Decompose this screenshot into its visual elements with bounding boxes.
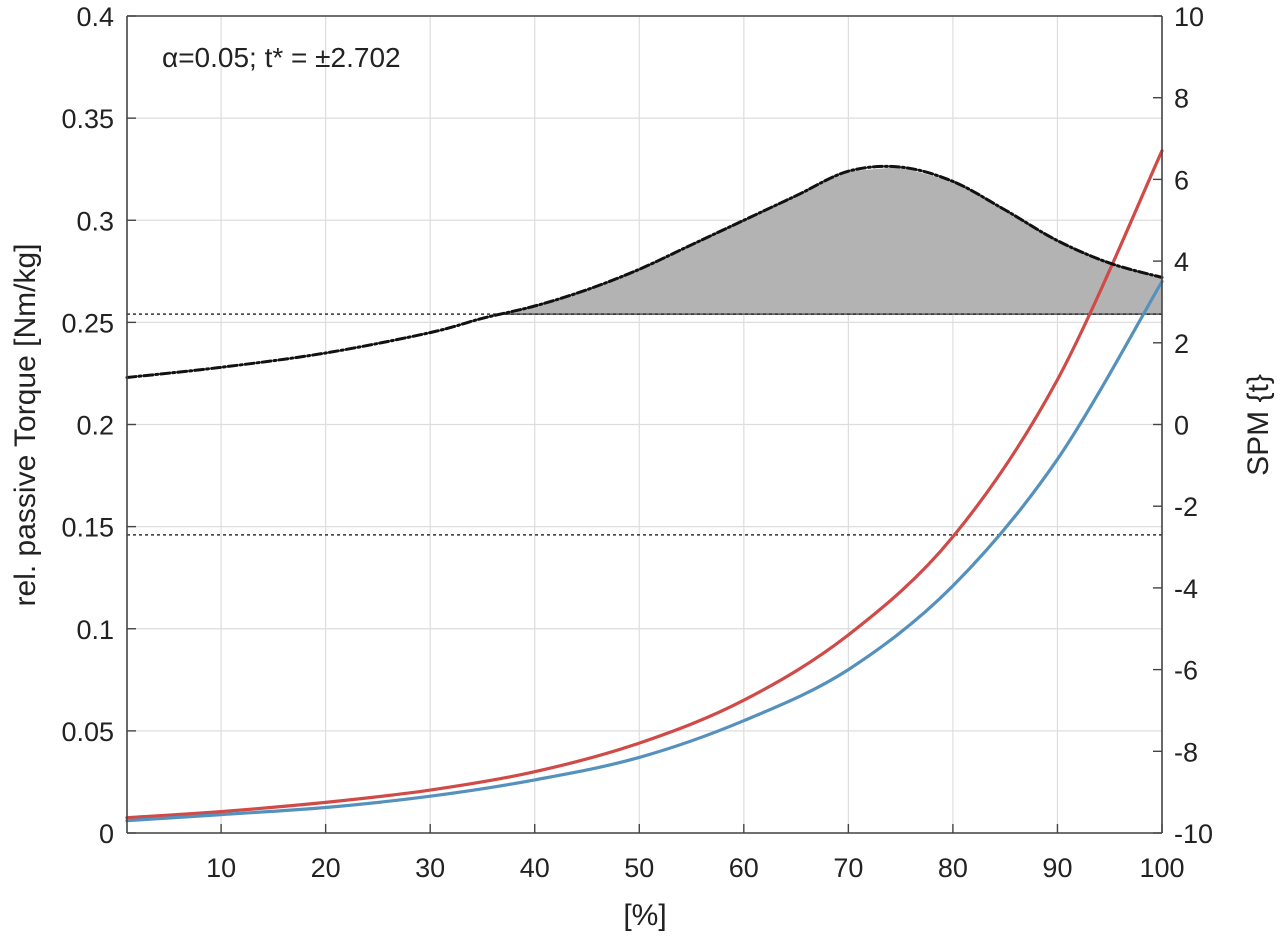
axes [126, 15, 1163, 834]
y-left-tick-label-6: 0.3 [76, 206, 114, 236]
spm-t-curve [125, 164, 1164, 379]
x-tick-label-1: 20 [311, 853, 341, 883]
y-right-tick-label-7: 4 [1174, 247, 1189, 277]
y-left-tick-label-5: 0.25 [61, 308, 114, 338]
x-tick-label-6: 70 [833, 853, 863, 883]
y-left-tick-label-1: 0.05 [61, 717, 114, 747]
y-left-tick-label-7: 0.35 [61, 104, 114, 134]
x-tick-label-7: 80 [938, 853, 968, 883]
y-axis-left-label: rel. passive Torque [Nm/kg] [9, 244, 42, 607]
y-left-tick-label-8: 0.4 [76, 2, 114, 32]
threshold-layer [127, 313, 1162, 536]
y-right-tick-label-2: -6 [1174, 656, 1198, 686]
y-right-tick-label-4: -2 [1174, 492, 1198, 522]
y-right-tick-label-3: -4 [1174, 574, 1198, 604]
x-tick-label-9: 100 [1139, 853, 1184, 883]
series-blue-line [125, 279, 1164, 823]
series-red-line [125, 149, 1164, 820]
y-right-tick-label-10: 10 [1174, 2, 1204, 32]
y-axis-right-label: SPM {t} [1242, 374, 1275, 476]
tick-labels: 10 20 30 40 50 60 70 80 90 10000.050.10.150.20.25… [61, 2, 1213, 883]
x-axis-label: [%] [623, 899, 666, 932]
y-right-tick-label-0: -10 [1174, 819, 1213, 849]
y-left-tick-label-4: 0.2 [76, 411, 114, 441]
x-tick-label-0: 10 [206, 853, 236, 883]
x-tick-label-3: 40 [520, 853, 550, 883]
y-left-tick-label-0: 0 [99, 819, 114, 849]
x-tick-label-8: 90 [1042, 853, 1072, 883]
x-tick-label-4: 50 [624, 853, 654, 883]
x-tick-label-5: 60 [729, 853, 759, 883]
y-left-tick-label-2: 0.1 [76, 615, 114, 645]
series-layer [125, 149, 1164, 823]
y-right-tick-label-6: 2 [1174, 329, 1189, 359]
y-right-tick-label-5: 0 [1174, 411, 1189, 441]
suprathreshold-cluster [500, 167, 1162, 315]
alpha-threshold-annotation: α=0.05; t* = ±2.702 [162, 42, 401, 73]
y-left-tick-label-3: 0.15 [61, 513, 114, 543]
x-tick-label-2: 30 [415, 853, 445, 883]
y-right-tick-label-8: 6 [1174, 165, 1189, 195]
y-right-tick-label-9: 8 [1174, 84, 1189, 114]
y-right-tick-label-1: -8 [1174, 737, 1198, 767]
